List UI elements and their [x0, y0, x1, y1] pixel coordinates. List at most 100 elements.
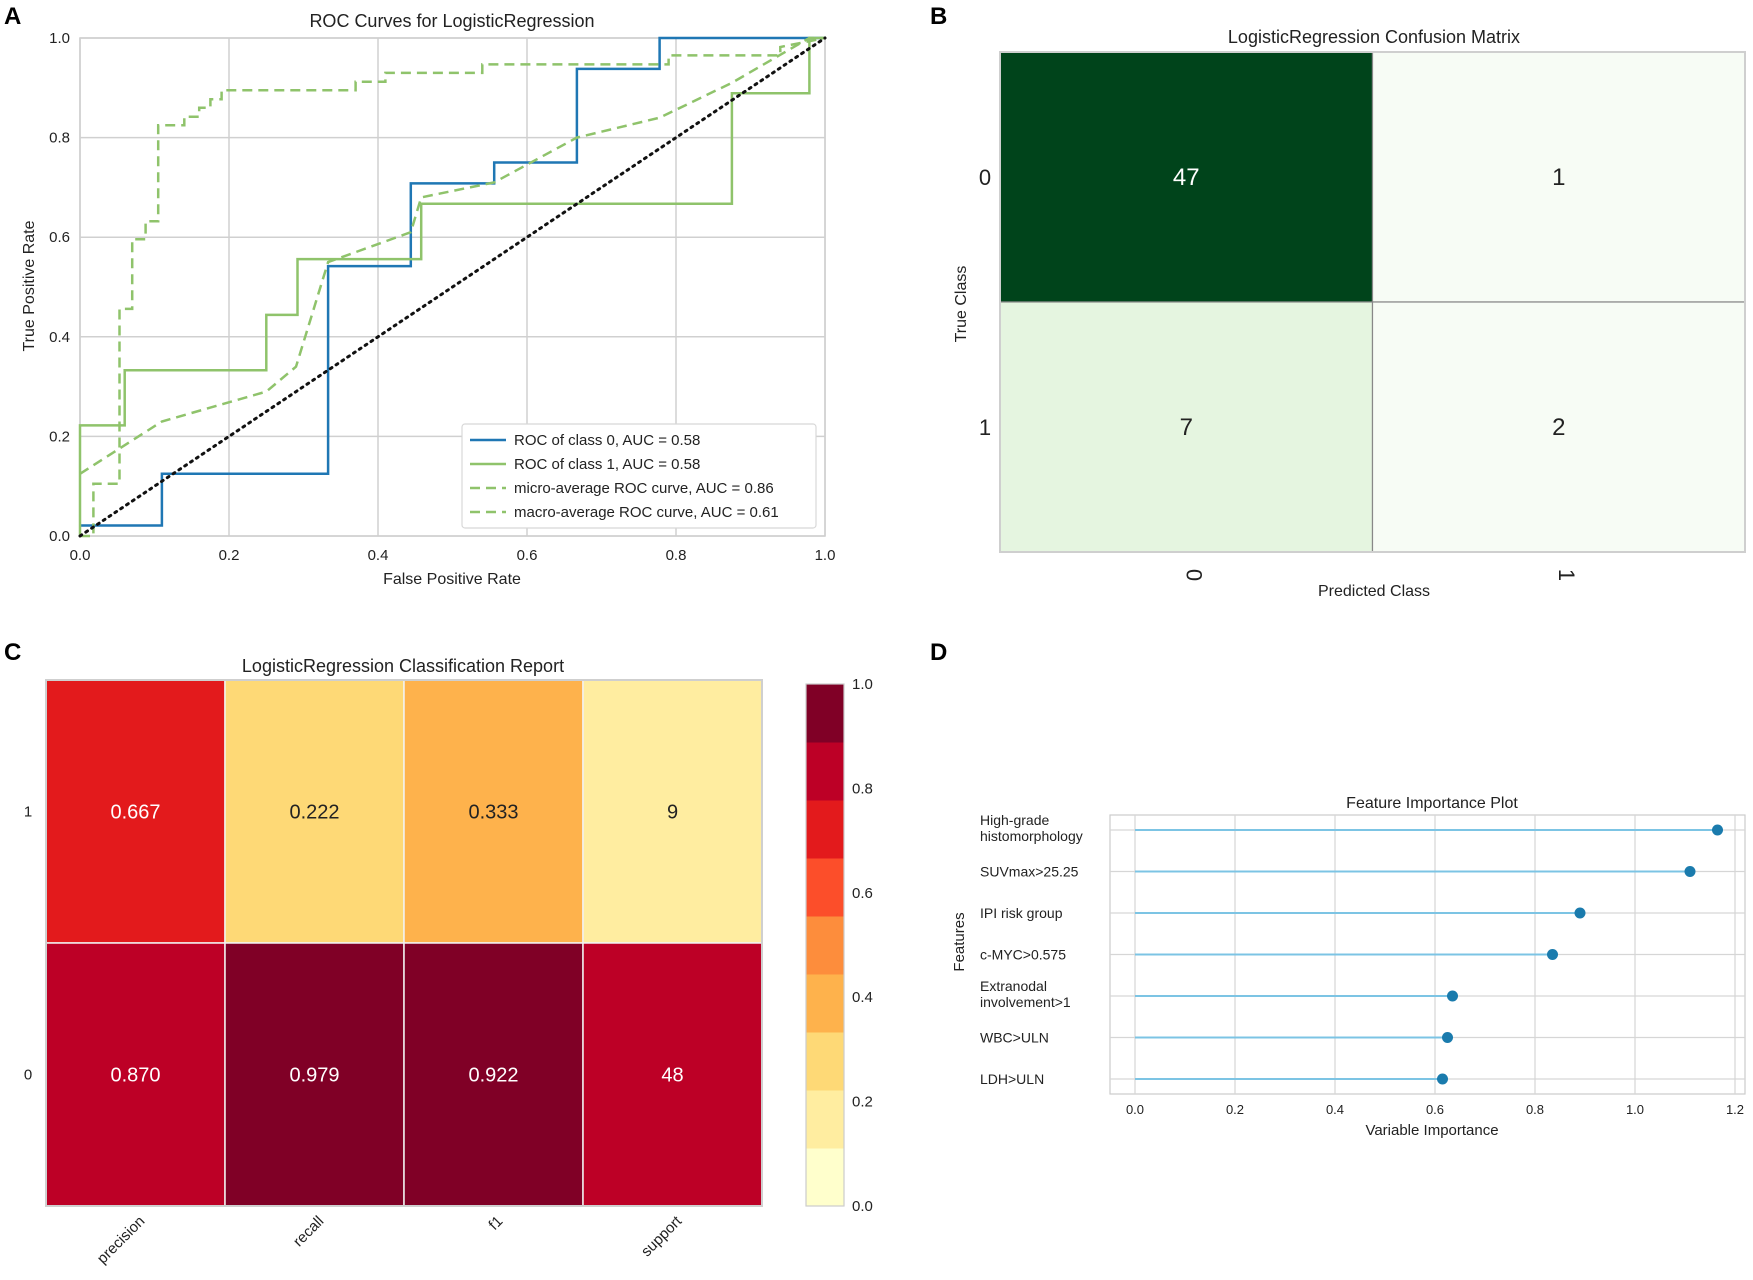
roc-ticks: 0.0 0.2 0.4 0.6 0.8 1.0 0.0 0.2 0.4 0.6 0.8 1.0 [49, 30, 835, 564]
confusion-cell [1371, 301, 1746, 553]
importance-dot [1447, 990, 1458, 1002]
confusion-cell [1371, 51, 1746, 303]
colorbar-segment [806, 1148, 844, 1207]
colorbar-tick-label: 0.4 [852, 989, 873, 1006]
roc-xtick-label: 0.4 [368, 547, 389, 564]
importance-dot [1712, 824, 1723, 836]
panel-letter-a: A [4, 3, 21, 30]
roc-ytick-label: 1.0 [49, 30, 70, 47]
colorbar-segment [806, 858, 844, 917]
roc-series-line-1 [78, 36, 825, 536]
confusion-cell-value: 2 [1552, 414, 1565, 441]
report-cell-value: 0.922 [468, 1065, 518, 1087]
report-cell [403, 679, 584, 944]
roc-ylabel: True Positive Rate [21, 220, 38, 351]
confusion-col-label: 0 [1181, 569, 1206, 581]
roc-series-line-4 [78, 36, 827, 538]
report-cell-value: 0.870 [110, 1065, 160, 1087]
importance-feature-label: WBC>ULN [980, 1030, 1049, 1046]
colorbar-segment [806, 684, 844, 743]
roc-ytick-label: 0.2 [49, 428, 70, 445]
confusion-col-label: 1 [1554, 569, 1579, 581]
colorbar-frame [805, 683, 845, 1207]
importance-feature-label: involvement>1 [980, 994, 1071, 1010]
importance-xtick-label: 1.0 [1626, 1102, 1644, 1117]
report-cell-value: 0.333 [468, 802, 518, 824]
importance-title: Feature Importance Plot [1346, 795, 1518, 812]
panel-letter-d: D [930, 639, 947, 666]
roc-ytick-label: 0.6 [49, 229, 70, 246]
importance-xtick-label: 0.0 [1126, 1102, 1144, 1117]
confusion-cell-value: 1 [1552, 164, 1565, 191]
roc-title: ROC Curves for LogisticRegression [309, 11, 594, 31]
confusion-xlabel: Predicted Class [1318, 583, 1430, 600]
colorbar-segment [806, 800, 844, 859]
confusion-cell-value: 7 [1180, 414, 1193, 441]
report-cell [45, 942, 226, 1207]
importance-xtick-label: 0.2 [1226, 1102, 1244, 1117]
roc-series-line-0 [80, 36, 825, 527]
classification-report: LogisticRegression Classification Report… [24, 656, 873, 1267]
roc-legend-entry: micro-average ROC curve, AUC = 0.86 [514, 480, 774, 497]
confusion-frame [999, 51, 1746, 553]
colorbar-tick-label: 0.6 [852, 885, 873, 902]
importance-dot [1437, 1073, 1448, 1085]
colorbar-segment [806, 916, 844, 975]
report-col-label: support [638, 1212, 686, 1260]
report-row-label: 0 [24, 1067, 32, 1084]
confusion-ylabel: True Class [953, 266, 970, 343]
roc-legend-box [461, 423, 817, 529]
report-cell [582, 942, 763, 1207]
report-cell [224, 679, 405, 944]
report-colorbar: 0.0 0.2 0.4 0.6 0.8 1.0 [805, 676, 873, 1215]
roc-xtick-label: 0.0 [70, 547, 91, 564]
report-col-label: recall [290, 1213, 327, 1250]
confusion-cell-value: 47 [1173, 164, 1200, 191]
colorbar-tick-label: 1.0 [852, 676, 873, 693]
importance-feature-label: SUVmax>25.25 [980, 864, 1079, 880]
panel-letter-c: C [4, 639, 21, 666]
importance-ylabel: Features [951, 912, 968, 971]
importance-dot [1442, 1032, 1453, 1043]
colorbar-segment [806, 974, 844, 1033]
confusion-row-label: 0 [979, 165, 991, 190]
confusion-cells: 47 1 0 7 2 1 0 1 [979, 51, 1746, 581]
importance-feature-label: Extranodal [980, 978, 1047, 994]
importance-feature-label: histomorphology [980, 828, 1083, 844]
report-cells: 0.667 0.222 0.333 9 1 0.870 0.979 0.922 48 0 preci… [24, 679, 763, 1267]
report-title: LogisticRegression Classification Report [242, 656, 564, 676]
colorbar-segment [806, 742, 844, 801]
report-col-label: f1 [485, 1213, 506, 1234]
importance-dot [1574, 907, 1586, 919]
feature-importance-chart: Feature Importance Plot Variable Importa… [951, 795, 1746, 1139]
roc-legend-entry: ROC of class 0, AUC = 0.58 [514, 432, 700, 449]
confusion-cell [999, 301, 1374, 553]
report-col-label: precision [94, 1213, 148, 1267]
report-row-label: 1 [24, 804, 32, 821]
roc-ytick-label: 0.8 [49, 130, 70, 147]
roc-xtick-label: 0.6 [517, 547, 538, 564]
roc-legend-entry: macro-average ROC curve, AUC = 0.61 [514, 504, 779, 521]
colorbar-tick-label: 0.8 [852, 780, 873, 797]
roc-legend: ROC of class 0, AUC = 0.58 ROC of class 1… [461, 423, 817, 529]
importance-feature-label: High-grade [980, 812, 1049, 828]
report-cell [224, 942, 405, 1207]
roc-xtick-label: 0.2 [219, 547, 240, 564]
report-cell-value: 0.667 [110, 802, 160, 824]
colorbar-tick-label: 0.2 [852, 1094, 873, 1111]
roc-xlabel: False Positive Rate [383, 571, 521, 588]
importance-dot [1547, 949, 1558, 960]
importance-feature-label: IPI risk group [980, 905, 1063, 921]
importance-body: 0.0 0.2 0.4 0.6 0.8 1.0 1.2 High-gradehistomorp… [980, 812, 1746, 1117]
roc-ytick-label: 0.4 [49, 329, 70, 346]
roc-xtick-label: 1.0 [815, 547, 836, 564]
report-cell [582, 679, 763, 944]
importance-dot [1684, 866, 1696, 877]
importance-xtick-label: 0.4 [1326, 1102, 1344, 1117]
roc-lines [78, 36, 827, 538]
importance-xtick-label: 0.6 [1426, 1102, 1444, 1117]
colorbar-tick-label: 0.0 [852, 1198, 873, 1215]
report-cell-value: 0.979 [289, 1065, 339, 1087]
importance-feature-label: c-MYC>0.575 [980, 947, 1066, 963]
